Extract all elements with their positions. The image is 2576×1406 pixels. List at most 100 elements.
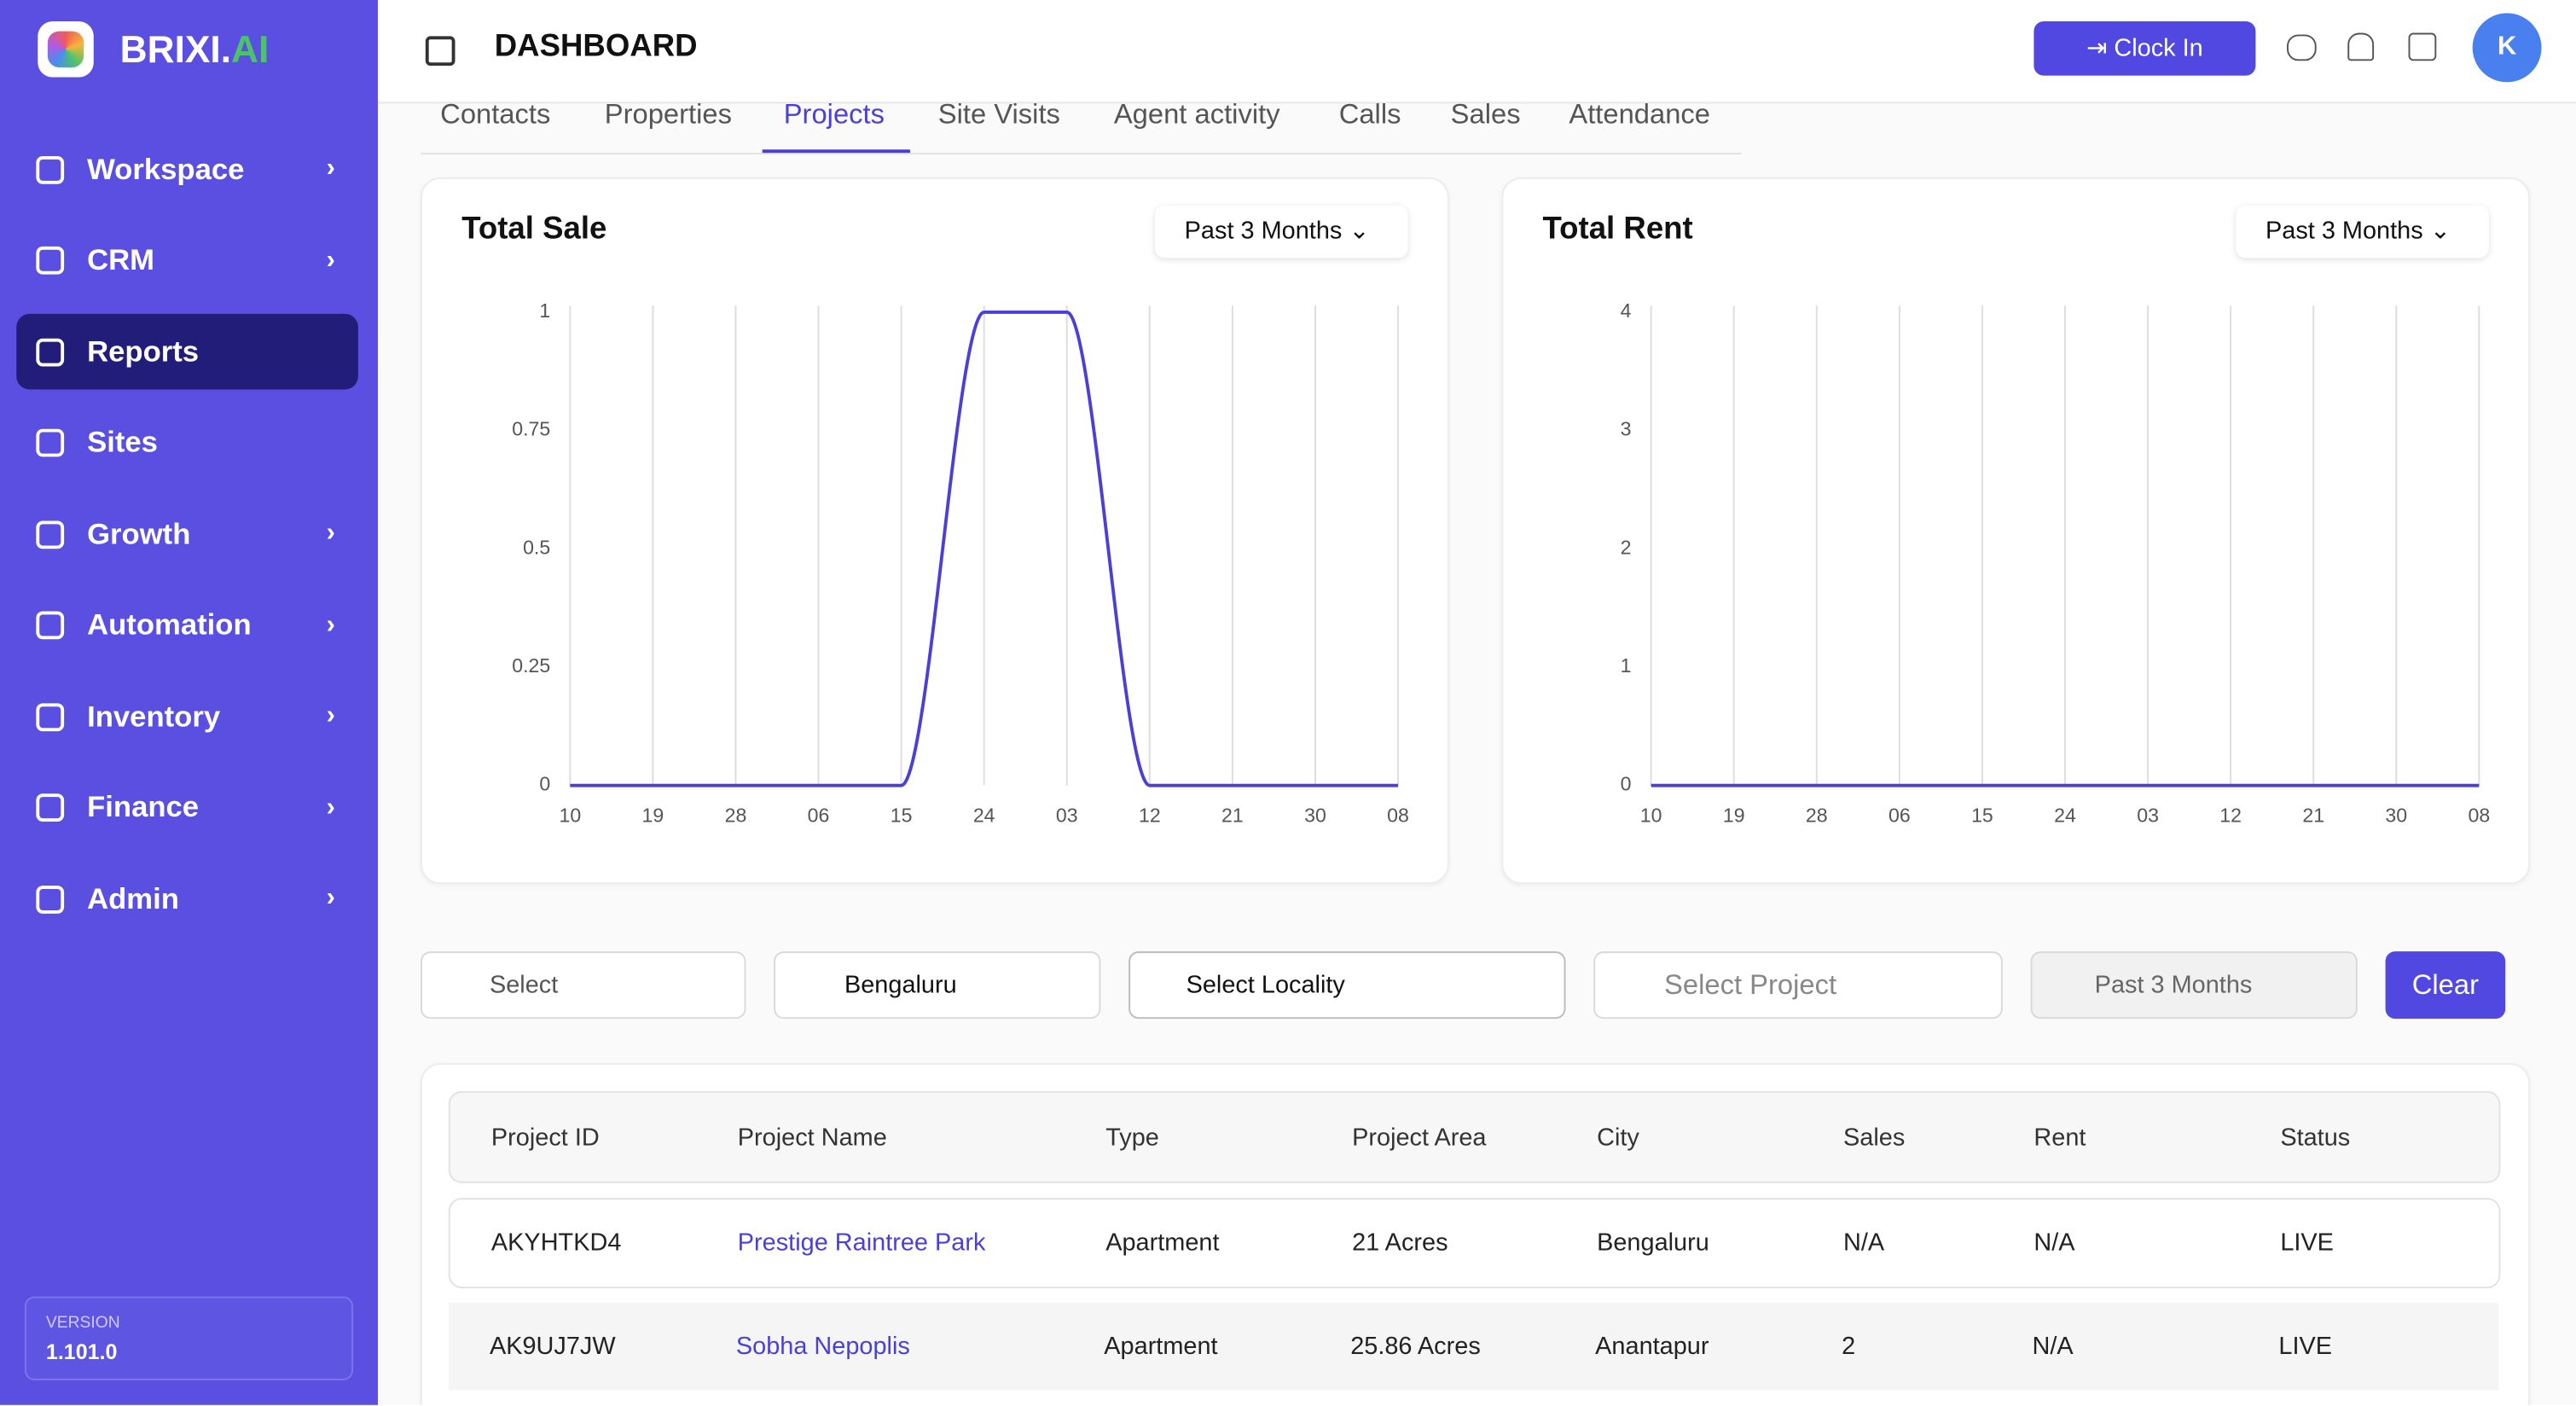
column-header: Project Area: [1352, 1124, 1487, 1153]
nav-item[interactable]: Inventory ›: [16, 678, 358, 754]
x-tick-label: 03: [1056, 804, 1078, 826]
cell: Anantapur: [1595, 1333, 1709, 1361]
x-tick-label: 06: [808, 804, 830, 826]
x-tick-label: 15: [891, 804, 913, 826]
cell: 25.86 Acres: [1350, 1333, 1481, 1361]
chevron: ›: [326, 154, 335, 183]
chevron: ›: [326, 245, 335, 274]
chevron: ›: [326, 701, 335, 730]
tab[interactable]: Agent activity: [1113, 98, 1280, 131]
tab[interactable]: Sales: [1450, 98, 1521, 131]
y-tick-label: 0: [1621, 773, 1632, 795]
clock-in-button[interactable]: ⇥ Clock In: [2034, 21, 2256, 76]
nav-item[interactable]: Workspace ›: [16, 131, 358, 207]
cell: AKYHTKD4: [490, 1229, 622, 1258]
nav-label: Inventory: [87, 699, 221, 733]
sale-card: Total Sale Past 3 Months ⌄: [421, 177, 1449, 885]
column-header: Project ID: [490, 1124, 600, 1153]
nav-label: Sites: [87, 425, 158, 459]
x-tick-label: 28: [1806, 804, 1828, 826]
x-tick-label: 28: [725, 804, 747, 826]
x-tick-label: 24: [973, 804, 995, 826]
chart-title: Total Rent: [1542, 212, 1693, 247]
nav-item[interactable]: Finance ›: [16, 770, 358, 845]
y-tick-label: 2: [1621, 536, 1632, 558]
column-header: Project Name: [737, 1124, 887, 1153]
tab[interactable]: Site Visits: [937, 98, 1060, 131]
tab[interactable]: Attendance: [1569, 98, 1711, 131]
table-header: [448, 1090, 2501, 1183]
cell: Apartment: [1104, 1333, 1218, 1361]
column-header: Rent: [2034, 1124, 2086, 1153]
tab[interactable]: Contacts: [440, 98, 551, 131]
y-tick-label: 3: [1621, 418, 1632, 440]
x-tick-label: 24: [2054, 804, 2076, 826]
period-dropdown[interactable]: Past 3 Months ⌄: [2236, 205, 2489, 259]
column-header: Status: [2280, 1124, 2351, 1153]
sidebar-toggle[interactable]: [425, 36, 455, 67]
chart-title: Total Sale: [461, 212, 607, 247]
nav-icon: [36, 520, 65, 549]
nav-icon: [36, 337, 65, 366]
nav-label: Workspace: [87, 152, 245, 185]
x-tick-label: 30: [2385, 804, 2407, 826]
nav-label: CRM: [87, 243, 155, 276]
tab[interactable]: Projects: [783, 98, 885, 131]
y-tick-label: 0.5: [523, 536, 550, 558]
bell-icon[interactable]: [2347, 32, 2375, 61]
y-tick-label: 4: [1621, 299, 1632, 322]
nav-icon: [36, 702, 65, 731]
clear-button[interactable]: Clear: [2385, 951, 2506, 1020]
nav-label: Finance: [87, 790, 200, 823]
tab[interactable]: Properties: [604, 98, 733, 131]
nav-icon: [36, 155, 65, 183]
cell: LIVE: [2278, 1333, 2333, 1361]
x-tick-label: 21: [1221, 804, 1244, 826]
cell: AK9UJ7JW: [489, 1333, 616, 1361]
version: 1.101.0: [45, 1339, 118, 1364]
nav-icon: [36, 885, 65, 913]
table-row: [448, 1303, 2499, 1391]
nav-item[interactable]: Growth ›: [16, 497, 358, 572]
tab-underline: [762, 149, 911, 154]
x-tick-label: 08: [2469, 804, 2491, 826]
avatar[interactable]: K: [2472, 13, 2542, 83]
nav-item[interactable]: Automation ›: [16, 588, 358, 664]
rent-card: Total Rent Past 3 Months ⌄: [1501, 177, 2531, 885]
cell: Apartment: [1105, 1229, 1220, 1258]
column-header: Type: [1105, 1124, 1159, 1153]
x-tick-label: 03: [2137, 804, 2159, 826]
cell: N/A: [1842, 1229, 1885, 1258]
project-link[interactable]: Prestige Raintree Park: [737, 1229, 986, 1258]
column-header: Sales: [1842, 1124, 1906, 1153]
brand: BRIXI.AI: [119, 27, 270, 71]
cell: 2: [1842, 1333, 1856, 1361]
period-select[interactable]: Past 3 Months: [2030, 951, 2358, 1020]
project-link[interactable]: Sobha Nepoplis: [735, 1333, 910, 1361]
version-box: VERSION 1.101.0: [24, 1296, 354, 1380]
y-tick-label: 0: [539, 773, 550, 795]
calendar-icon[interactable]: [2408, 32, 2437, 61]
nav-label: Reports: [87, 334, 200, 368]
locality-select[interactable]: Select Locality: [1128, 951, 1566, 1020]
nav-item[interactable]: Reports: [16, 313, 358, 390]
nav-item[interactable]: CRM ›: [16, 223, 358, 299]
y-tick-label: 0.25: [512, 654, 550, 677]
y-tick-label: 1: [1621, 654, 1632, 677]
nav-icon: [36, 611, 65, 640]
city-select[interactable]: Bengaluru: [774, 951, 1101, 1020]
chat-icon[interactable]: [2287, 34, 2317, 61]
chevron: ›: [326, 519, 335, 548]
cell: LIVE: [2280, 1229, 2334, 1258]
period-dropdown[interactable]: Past 3 Months ⌄: [1154, 205, 1408, 259]
project-select[interactable]: Select Project: [1593, 951, 2003, 1020]
line: [570, 311, 1399, 787]
nav-item[interactable]: Admin ›: [16, 861, 358, 937]
tab[interactable]: Calls: [1338, 98, 1401, 131]
nav-item[interactable]: Sites: [16, 405, 358, 481]
type-select[interactable]: Select: [421, 951, 746, 1020]
x-tick-label: 30: [1304, 804, 1326, 826]
chevron: ›: [326, 610, 335, 639]
page-title: DASHBOARD: [494, 29, 698, 65]
